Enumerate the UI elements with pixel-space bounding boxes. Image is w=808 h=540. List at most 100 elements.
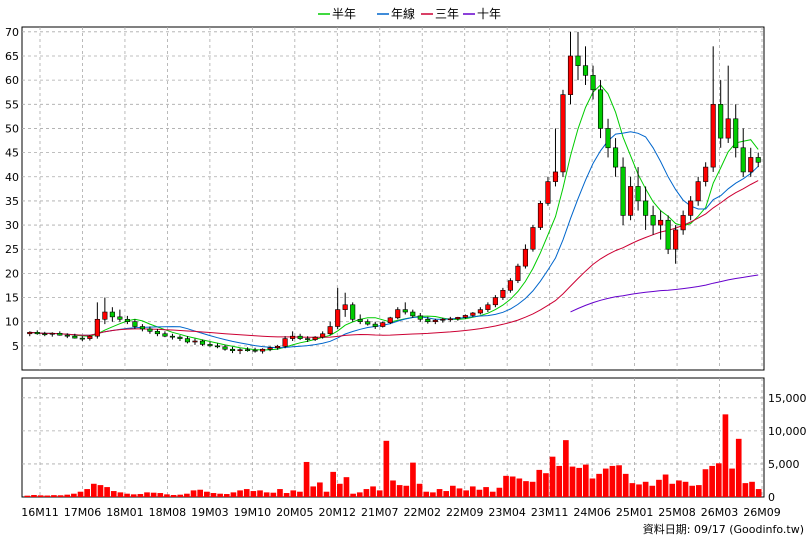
candle-body: [395, 309, 401, 319]
candle-body: [703, 166, 709, 182]
candle-body: [387, 317, 393, 323]
candle-body: [673, 229, 679, 250]
candle-body: [537, 203, 544, 228]
candle: [567, 31, 574, 105]
volume-bar: [589, 478, 596, 497]
volume-bar: [104, 487, 110, 497]
candle: [680, 210, 686, 235]
candle-body: [357, 318, 363, 322]
candle-body: [515, 265, 521, 281]
price-tick-label: 65: [5, 50, 19, 63]
candle: [177, 335, 183, 342]
volume-bar: [257, 490, 263, 497]
volume-bar: [157, 493, 164, 497]
candle: [372, 321, 378, 329]
candle: [27, 331, 33, 337]
volume-bar: [543, 473, 549, 497]
candle-body: [342, 304, 348, 310]
volume-bar: [243, 489, 250, 497]
candle: [154, 328, 160, 337]
candle-body: [290, 335, 296, 339]
candle: [710, 46, 716, 172]
candle: [147, 326, 153, 334]
volume-bar: [622, 473, 629, 497]
candle: [237, 348, 243, 355]
candle-body: [620, 166, 626, 216]
legend-item: 十年: [463, 7, 501, 21]
candle-body: [755, 157, 761, 163]
candle: [582, 46, 589, 85]
candle-body: [552, 171, 559, 182]
candle-body: [597, 89, 604, 129]
volume-bar: [390, 480, 396, 497]
volume-bar: [715, 463, 722, 497]
price-tick-label: 15: [5, 292, 19, 305]
candle: [260, 348, 266, 354]
candle-body: [244, 349, 251, 352]
volume-bar: [57, 495, 64, 497]
x-tick-label: 24M06: [573, 506, 611, 519]
volume-bar: [150, 492, 157, 497]
x-tick-label: 22M09: [446, 506, 484, 519]
legend-label: 十年: [477, 7, 501, 21]
x-tick-label: 23M04: [488, 506, 526, 519]
candle-body: [733, 118, 739, 149]
volume-bar: [689, 485, 696, 497]
candle-body: [425, 318, 431, 322]
price-tick-label: 45: [5, 147, 19, 160]
candle-body: [327, 326, 333, 335]
volume-bar: [44, 495, 51, 497]
candle-body: [49, 332, 55, 335]
candle: [199, 339, 206, 346]
candle: [275, 344, 281, 350]
volume-bar: [576, 467, 582, 497]
candle: [320, 331, 326, 339]
volume-bar: [676, 480, 682, 497]
candle: [462, 314, 468, 319]
x-tick-label: 17M06: [64, 506, 102, 519]
candle: [124, 315, 130, 325]
volume-bar: [755, 489, 762, 497]
volume-bar: [297, 491, 303, 497]
candle: [42, 331, 48, 337]
candle: [410, 309, 416, 318]
candle-body: [507, 280, 513, 291]
legend-item: 年線: [377, 6, 415, 21]
moving-average-line: [29, 131, 759, 349]
candle-body: [590, 75, 596, 91]
legend: 半年 年線 三年 十年: [318, 6, 501, 21]
x-axis: 16M11 17M06 18M01 18M08 19M03 19M10 20M05 20M12…: [21, 506, 781, 519]
volume-bar: [130, 494, 137, 497]
candle-body: [582, 65, 589, 76]
volume-bar: [609, 465, 616, 497]
candle-body: [94, 318, 100, 337]
candle: [387, 316, 393, 325]
candle: [380, 321, 386, 328]
volume-bar: [317, 482, 323, 497]
candle: [207, 341, 213, 347]
volume-bar: [110, 491, 117, 497]
candle: [305, 336, 311, 342]
volume-bar: [370, 486, 376, 497]
candle-body: [34, 332, 40, 335]
candle: [477, 307, 483, 315]
candle: [365, 319, 371, 326]
x-tick-label: 25M08: [658, 506, 696, 519]
candle: [222, 344, 228, 351]
candle: [492, 295, 498, 308]
volume-bar: [423, 491, 430, 497]
candle-body: [612, 147, 619, 168]
candle: [244, 347, 251, 352]
candle-body: [252, 349, 258, 352]
x-tick-label: 18M08: [149, 506, 187, 519]
candle: [552, 128, 559, 187]
volume-axis: 15,000 10,000 5,000 0: [768, 392, 807, 504]
candle-body: [320, 333, 326, 338]
volume-bar: [696, 485, 702, 497]
candle: [650, 205, 656, 235]
x-tick-label: 23M11: [531, 506, 569, 519]
volume-bar: [729, 468, 735, 497]
candle-body: [447, 318, 453, 321]
candle-body: [27, 332, 33, 335]
candle-body: [477, 309, 483, 314]
